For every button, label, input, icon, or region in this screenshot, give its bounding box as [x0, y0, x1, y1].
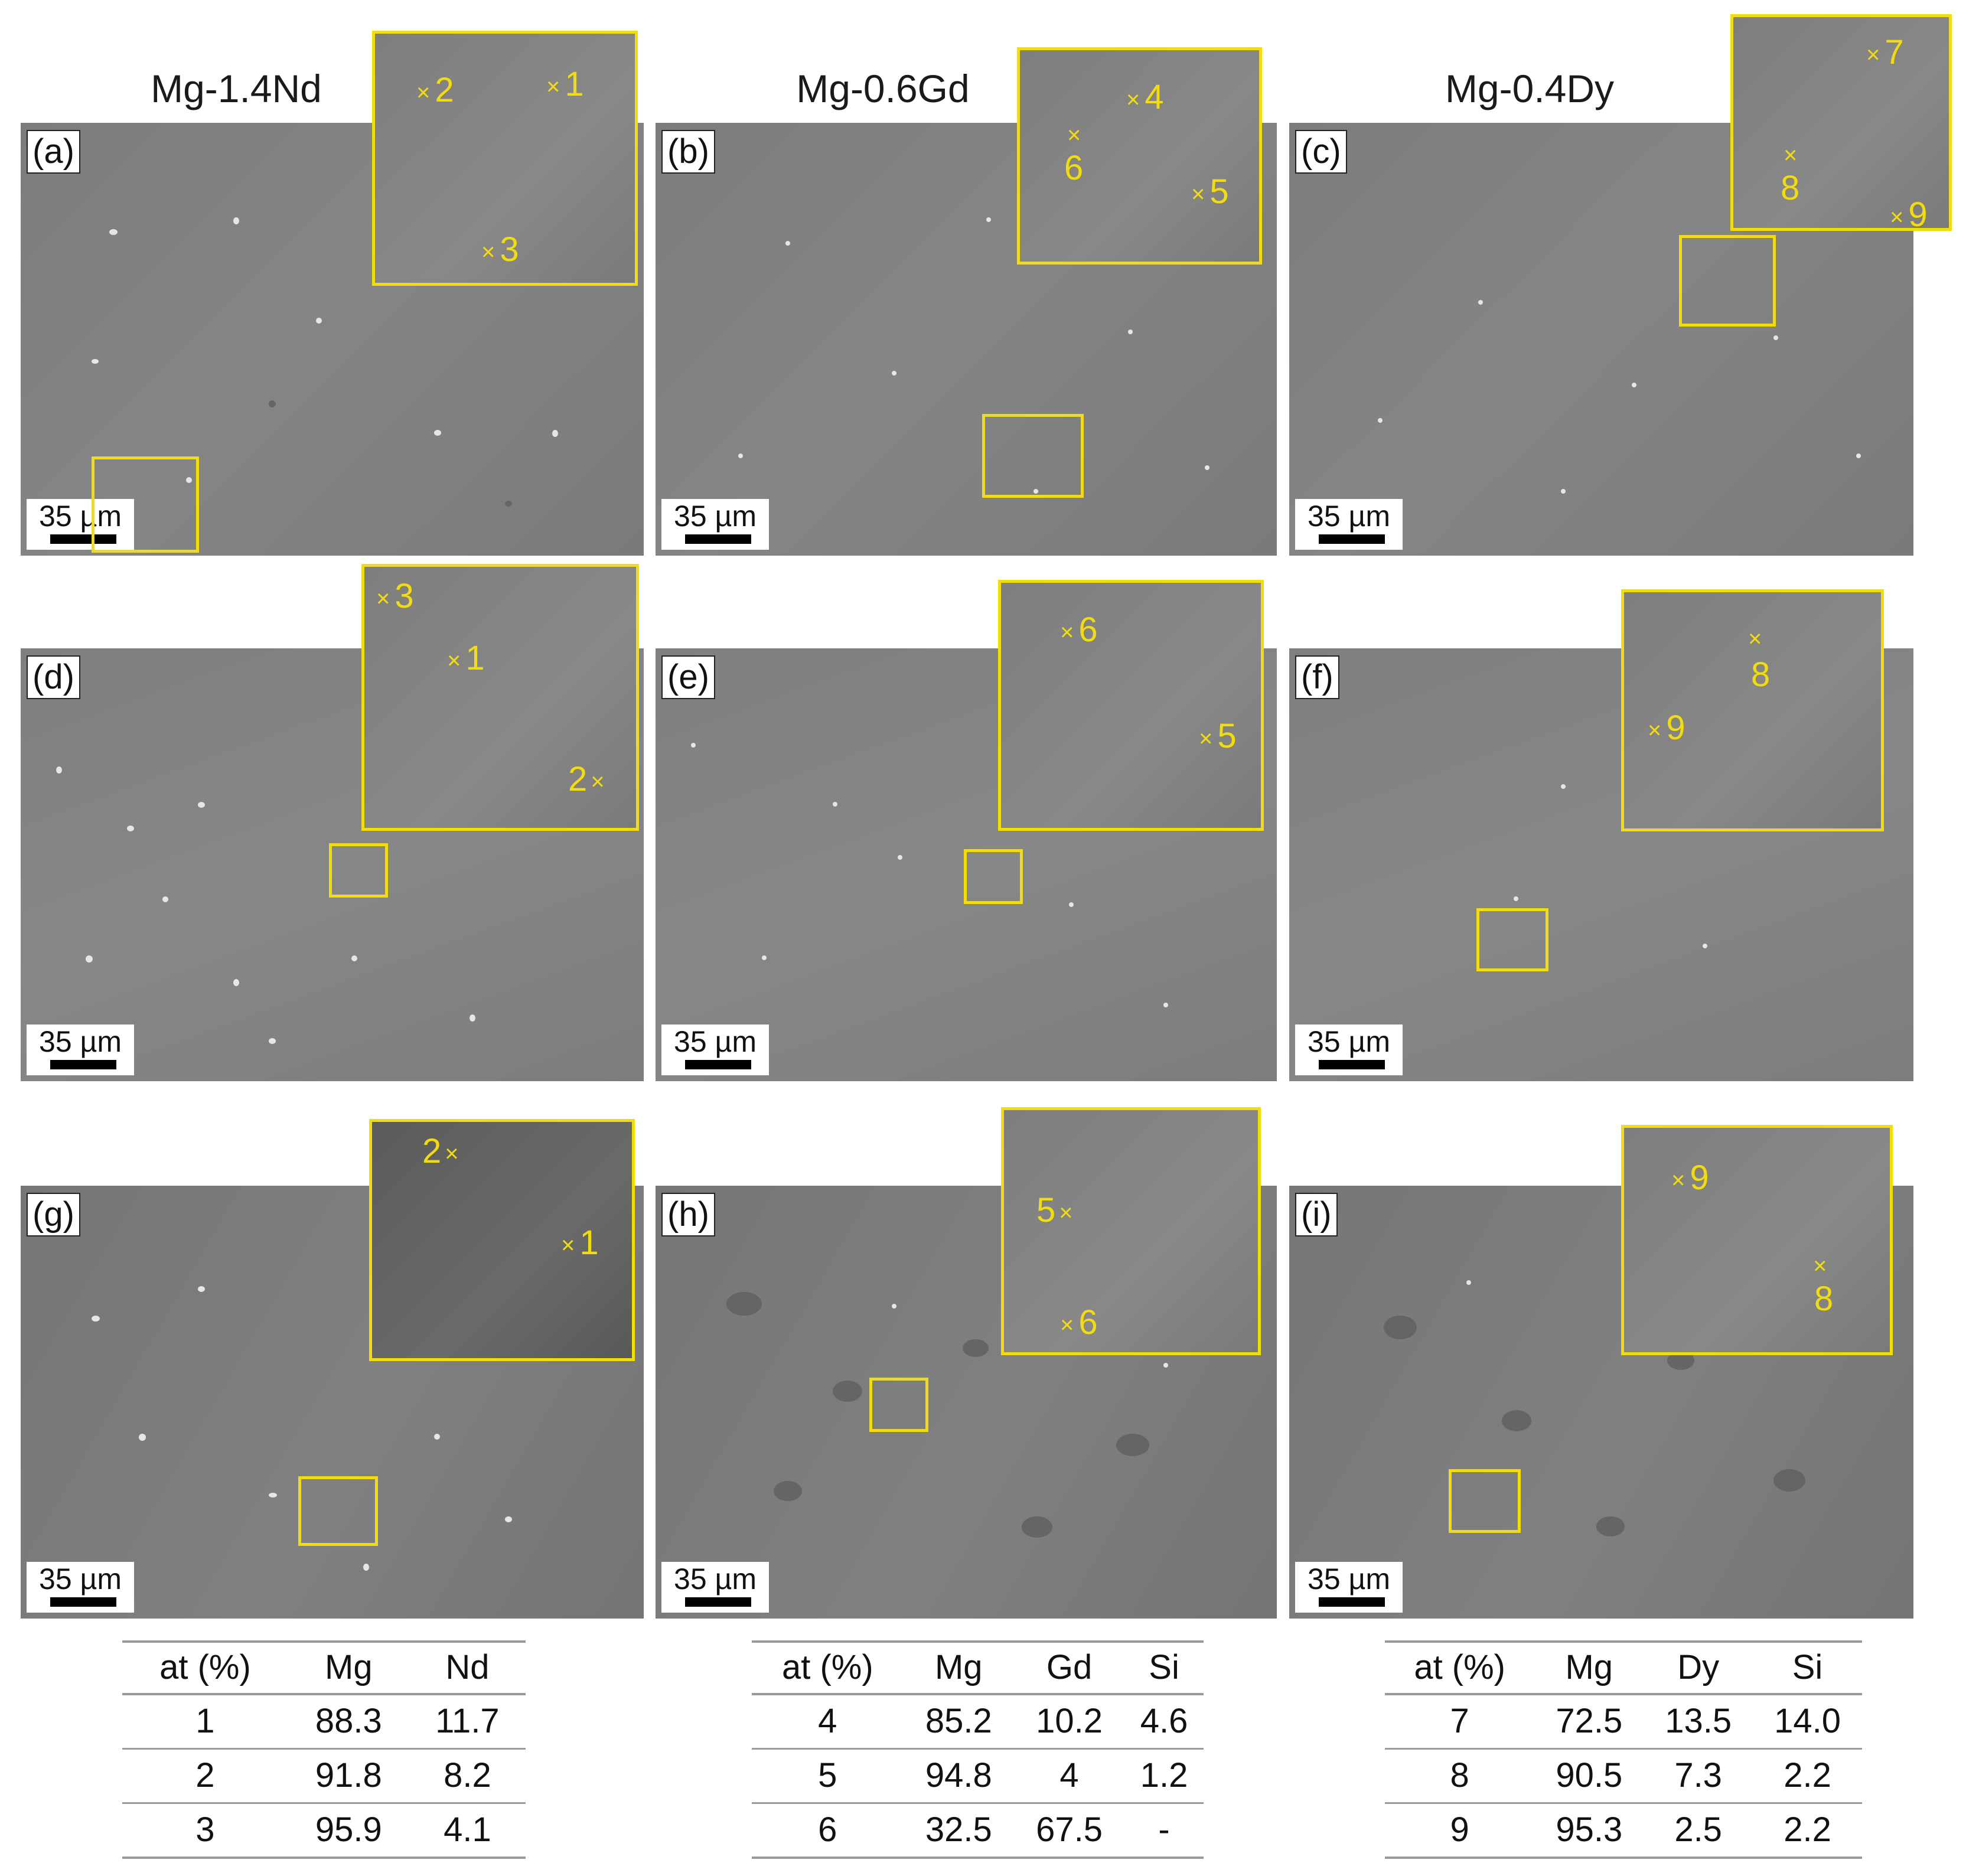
marker-5-b: × 5: [1191, 172, 1229, 211]
inset-a: × 2 × 1 × 3: [372, 31, 638, 286]
panel-label-a: (a): [27, 130, 80, 174]
marker-3-a: × 3: [481, 230, 519, 269]
eds-table-dy: at (%) Mg Dy Si 7 72.5 13.5 14.0 8 90.5 …: [1385, 1640, 1862, 1859]
zoom-region-i: [1449, 1469, 1521, 1533]
inset-h: 5 × × 6: [1001, 1107, 1261, 1355]
panel-label-e: (e): [661, 655, 715, 699]
marker-6-e: × 6: [1060, 611, 1098, 649]
zoom-region-b: [982, 414, 1084, 498]
table-header-row: at (%) Mg Dy Si: [1385, 1640, 1862, 1695]
table-header-row: at (%) Mg Nd: [122, 1640, 526, 1695]
marker-6-b-num: 6: [1064, 149, 1084, 187]
column-title-gd: Mg-0.6Gd: [796, 67, 970, 110]
panel-label-f: (f): [1295, 655, 1339, 699]
table-row: 5 94.8 4 1.2: [752, 1748, 1204, 1804]
marker-8-c: ×: [1784, 142, 1798, 168]
zoom-region-g: [298, 1476, 378, 1546]
marker-3-d: × 3: [376, 577, 414, 615]
table-row: 3 95.9 4.1: [122, 1803, 526, 1859]
marker-8-f-num: 8: [1751, 655, 1771, 694]
table-row: 6 32.5 67.5 -: [752, 1803, 1204, 1859]
marker-2-g: 2 ×: [422, 1132, 459, 1170]
marker-2-a: × 2: [416, 71, 454, 109]
inset-i: × 9 × 8: [1621, 1125, 1893, 1355]
panel-label-g: (g): [27, 1193, 80, 1236]
marker-6-b: ×: [1067, 122, 1081, 148]
scale-bar-d: 35 µm: [27, 1025, 134, 1075]
marker-7-c: × 7: [1866, 33, 1904, 71]
scale-bar-g: 35 µm: [27, 1562, 134, 1613]
marker-8-i: ×: [1813, 1252, 1827, 1279]
marker-8-f: ×: [1748, 625, 1762, 652]
scale-bar-f: 35 µm: [1295, 1025, 1403, 1075]
marker-4-b: × 4: [1126, 78, 1164, 116]
zoom-region-f: [1476, 908, 1548, 971]
scale-bar-h: 35 µm: [661, 1562, 769, 1613]
marker-1-d: × 1: [447, 639, 485, 677]
table-header-row: at (%) Mg Gd Si: [752, 1640, 1204, 1695]
panel-label-d: (d): [27, 655, 80, 699]
marker-2-d: 2 ×: [568, 760, 605, 798]
marker-9-f: × 9: [1648, 709, 1685, 747]
marker-9-i: × 9: [1671, 1159, 1709, 1197]
inset-d: × 3 × 1 2 ×: [361, 564, 639, 831]
panel-label-i: (i): [1295, 1193, 1338, 1236]
table-row: 4 85.2 10.2 4.6: [752, 1694, 1204, 1750]
table-row: 9 95.3 2.5 2.2: [1385, 1803, 1862, 1859]
zoom-region-h: [869, 1378, 928, 1432]
inset-f: × 8 × 9: [1621, 589, 1884, 831]
inset-e: × 6 × 5: [998, 580, 1264, 831]
table-row: 7 72.5 13.5 14.0: [1385, 1694, 1862, 1750]
marker-5-e: × 5: [1199, 717, 1237, 755]
column-title-nd: Mg-1.4Nd: [151, 67, 322, 110]
scale-bar-b: 35 µm: [661, 499, 769, 550]
marker-1-g: × 1: [561, 1224, 599, 1262]
zoom-region-e: [964, 849, 1023, 904]
inset-b: × 4 × 6 × 5: [1017, 47, 1262, 265]
scale-bar-a: 35 µm: [27, 499, 134, 550]
marker-9-c: × 9: [1890, 195, 1928, 231]
panel-label-c: (c): [1295, 130, 1347, 174]
eds-table-nd: at (%) Mg Nd 1 88.3 11.7 2 91.8 8.2 3 95…: [122, 1640, 526, 1859]
panel-label-h: (h): [661, 1193, 715, 1236]
column-title-dy: Mg-0.4Dy: [1445, 67, 1615, 110]
marker-6-h: × 6: [1060, 1303, 1098, 1342]
inset-g: 2 × × 1: [369, 1119, 635, 1361]
zoom-region-a: [92, 456, 199, 553]
table-row: 2 91.8 8.2: [122, 1748, 526, 1804]
eds-table-gd: at (%) Mg Gd Si 4 85.2 10.2 4.6 5 94.8 4…: [752, 1640, 1204, 1859]
scale-bar-i: 35 µm: [1295, 1562, 1403, 1613]
inset-c: × 7 × 8 × 9: [1730, 14, 1952, 231]
panel-label-b: (b): [661, 130, 715, 174]
scale-bar-c: 35 µm: [1295, 499, 1403, 550]
marker-5-h: 5 ×: [1036, 1191, 1073, 1229]
micrograph-h: (h) 35 µm: [656, 1186, 1277, 1619]
zoom-region-d: [329, 843, 388, 898]
marker-8-i-num: 8: [1814, 1280, 1834, 1318]
scale-bar-e: 35 µm: [661, 1025, 769, 1075]
marker-1-a: × 1: [546, 65, 584, 103]
marker-8-c-num: 8: [1781, 169, 1800, 207]
table-row: 8 90.5 7.3 2.2: [1385, 1748, 1862, 1804]
zoom-region-c: [1679, 235, 1776, 327]
table-row: 1 88.3 11.7: [122, 1694, 526, 1750]
